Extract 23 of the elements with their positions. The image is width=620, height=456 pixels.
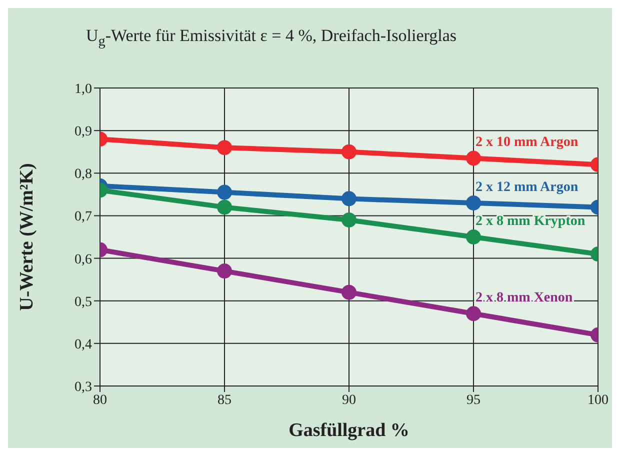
series-label: 2 x 12 mm Argon bbox=[476, 180, 578, 195]
series-label: 2 x 8 mm Krypton bbox=[476, 214, 586, 229]
y-tick-label: 0,7 bbox=[74, 210, 92, 225]
x-tick-label: 95 bbox=[466, 392, 480, 408]
chart-title: U$_{g}$-Werte für Emissivität ε = 4 %, Dreifach-Isolierglas bbox=[86, 26, 457, 50]
point bbox=[342, 284, 356, 300]
y-tick-label: 0,3 bbox=[74, 380, 92, 395]
y-axis-title: U-Werte (W/m²K) bbox=[16, 163, 38, 311]
y-tick-label: 0,9 bbox=[74, 124, 92, 140]
y-tick-label: 0,8 bbox=[74, 167, 92, 182]
series-label: 2 x 10 mm Argon bbox=[476, 135, 578, 150]
y-tick-label: 0,4 bbox=[74, 337, 92, 352]
x-tick-label: 90 bbox=[342, 392, 356, 408]
y-tick-label: 0,5 bbox=[74, 294, 92, 310]
x-axis-title: Gasfüllgrad % bbox=[288, 420, 410, 441]
point bbox=[342, 191, 356, 206]
x-tick-label: 80 bbox=[93, 392, 107, 408]
y-tick-label: 0,6 bbox=[74, 252, 92, 268]
x-tick-label: 100 bbox=[588, 392, 608, 408]
x-tick-label: 85 bbox=[218, 392, 232, 408]
point bbox=[342, 212, 356, 228]
point bbox=[342, 144, 356, 160]
y-tick-label: 1,0 bbox=[74, 82, 92, 97]
